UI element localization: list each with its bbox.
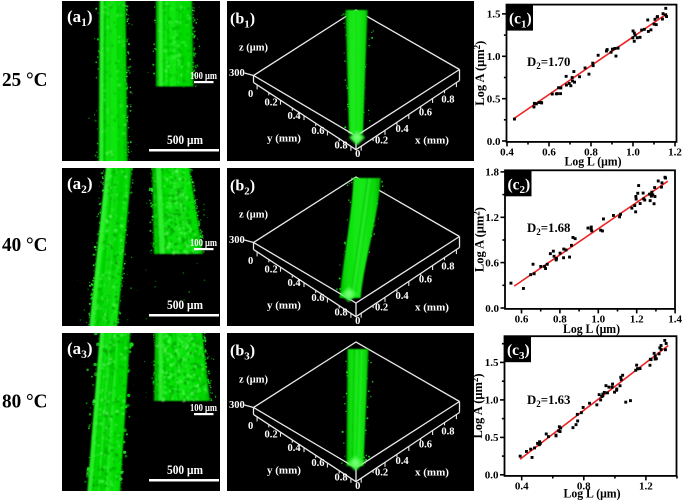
svg-text:0.8: 0.8 xyxy=(334,140,347,151)
svg-text:0.4: 0.4 xyxy=(287,278,301,289)
svg-text:0.8: 0.8 xyxy=(334,307,347,318)
svg-text:(b3): (b3) xyxy=(230,343,255,363)
svg-text:x (mm): x (mm) xyxy=(415,301,449,313)
svg-text:1.4: 1.4 xyxy=(668,313,682,325)
svg-text:0.0: 0.0 xyxy=(487,136,501,148)
svg-text:0.6: 0.6 xyxy=(419,108,432,119)
svg-text:(b2): (b2) xyxy=(230,178,255,198)
svg-text:y (mm): y (mm) xyxy=(267,300,301,312)
svg-text:z (μm): z (μm) xyxy=(239,210,268,221)
svg-text:0.6: 0.6 xyxy=(311,458,324,469)
svg-text:(a2): (a2) xyxy=(67,174,93,196)
svg-text:0: 0 xyxy=(355,316,360,327)
svg-text:1.2: 1.2 xyxy=(668,146,682,158)
svg-text:(a3): (a3) xyxy=(67,339,93,361)
svg-text:500 μm: 500 μm xyxy=(167,297,203,312)
svg-text:0.0: 0.0 xyxy=(485,303,499,315)
svg-text:25 °C: 25 °C xyxy=(2,69,48,91)
svg-text:0.4: 0.4 xyxy=(395,124,409,135)
svg-text:0.8: 0.8 xyxy=(553,313,567,325)
svg-text:(c3): (c3) xyxy=(507,342,530,362)
svg-text:100 μm: 100 μm xyxy=(190,403,217,414)
svg-text:x (mm): x (mm) xyxy=(415,134,449,146)
svg-text:D2=1.63: D2=1.63 xyxy=(527,393,570,409)
svg-text:500 μm: 500 μm xyxy=(167,132,203,147)
svg-text:z (μm): z (μm) xyxy=(239,375,268,386)
svg-text:z (μm): z (μm) xyxy=(239,43,268,54)
svg-text:Log L (μm): Log L (μm) xyxy=(565,155,622,169)
svg-text:0.6: 0.6 xyxy=(311,293,324,304)
svg-text:80 °C: 80 °C xyxy=(2,391,48,413)
svg-text:0.4: 0.4 xyxy=(395,456,409,467)
svg-text:0.4: 0.4 xyxy=(500,146,514,158)
svg-text:0.6: 0.6 xyxy=(485,257,499,269)
svg-text:100 μm: 100 μm xyxy=(190,71,217,82)
svg-text:0.2: 0.2 xyxy=(375,302,388,313)
svg-text:0.8: 0.8 xyxy=(441,94,454,105)
svg-text:0.2: 0.2 xyxy=(375,467,388,478)
svg-text:0: 0 xyxy=(248,256,253,267)
svg-text:Log A (μm2): Log A (μm2) xyxy=(472,207,487,272)
svg-text:0: 0 xyxy=(248,421,253,432)
svg-text:Log L (μm): Log L (μm) xyxy=(563,322,620,336)
svg-text:0.4: 0.4 xyxy=(287,111,301,122)
svg-text:0.5: 0.5 xyxy=(485,432,499,444)
svg-text:Log L (μm): Log L (μm) xyxy=(564,487,621,501)
svg-text:(c1): (c1) xyxy=(509,11,532,31)
svg-text:0.6: 0.6 xyxy=(515,313,529,325)
svg-text:0.8: 0.8 xyxy=(584,146,598,158)
svg-text:300: 300 xyxy=(229,400,245,411)
svg-text:40 °C: 40 °C xyxy=(2,234,48,256)
svg-text:0.2: 0.2 xyxy=(375,135,388,146)
svg-text:1.5: 1.5 xyxy=(487,9,501,21)
svg-text:1.8: 1.8 xyxy=(485,167,499,179)
svg-text:300: 300 xyxy=(229,68,245,79)
svg-text:0.8: 0.8 xyxy=(334,472,347,483)
svg-text:0.8: 0.8 xyxy=(441,426,454,437)
svg-text:0.0: 0.0 xyxy=(485,470,499,482)
svg-text:D2=1.68: D2=1.68 xyxy=(527,221,570,237)
svg-text:x (mm): x (mm) xyxy=(415,466,449,478)
svg-text:Log A (μm2): Log A (μm2) xyxy=(470,373,485,438)
svg-text:0.6: 0.6 xyxy=(419,275,432,286)
svg-text:1.5: 1.5 xyxy=(485,357,499,369)
svg-text:(b1): (b1) xyxy=(230,11,255,31)
svg-text:0.8: 0.8 xyxy=(441,261,454,272)
svg-text:0: 0 xyxy=(355,481,360,492)
svg-text:300: 300 xyxy=(229,235,245,246)
svg-text:0.8: 0.8 xyxy=(577,480,591,492)
svg-text:100 μm: 100 μm xyxy=(190,238,217,249)
svg-text:1.0: 1.0 xyxy=(591,313,605,325)
svg-text:0.4: 0.4 xyxy=(515,480,529,492)
svg-text:500 μm: 500 μm xyxy=(167,462,203,477)
svg-text:0.5: 0.5 xyxy=(487,94,501,106)
svg-text:(a1): (a1) xyxy=(67,7,93,29)
svg-text:0: 0 xyxy=(248,89,253,100)
svg-text:1.0: 1.0 xyxy=(485,395,499,407)
svg-text:1.0: 1.0 xyxy=(626,146,640,158)
svg-text:0.4: 0.4 xyxy=(287,443,301,454)
svg-text:(c2): (c2) xyxy=(508,176,531,196)
svg-text:0.2: 0.2 xyxy=(264,265,277,276)
svg-text:D2=1.70: D2=1.70 xyxy=(527,55,570,71)
svg-text:0: 0 xyxy=(355,149,360,160)
svg-text:Log A (μm2): Log A (μm2) xyxy=(472,41,487,106)
svg-text:1.2: 1.2 xyxy=(630,313,644,325)
svg-text:0.6: 0.6 xyxy=(311,126,324,137)
svg-text:y (mm): y (mm) xyxy=(267,465,301,477)
svg-text:y (mm): y (mm) xyxy=(267,133,301,145)
svg-text:0.4: 0.4 xyxy=(395,291,409,302)
svg-text:0.6: 0.6 xyxy=(419,440,432,451)
svg-text:0.6: 0.6 xyxy=(542,146,556,158)
svg-text:1.0: 1.0 xyxy=(487,51,501,63)
svg-text:1.2: 1.2 xyxy=(639,480,653,492)
svg-text:0.2: 0.2 xyxy=(264,98,277,109)
svg-text:0.2: 0.2 xyxy=(264,430,277,441)
svg-text:1.2: 1.2 xyxy=(485,212,499,224)
